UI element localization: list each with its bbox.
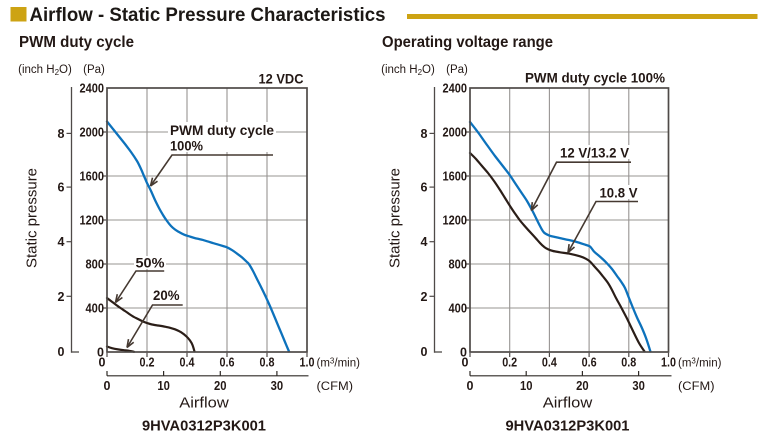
svg-text:(CFM): (CFM) xyxy=(678,381,715,393)
svg-text:0.6: 0.6 xyxy=(582,356,597,370)
svg-text:0.2: 0.2 xyxy=(140,356,155,370)
svg-text:0: 0 xyxy=(97,346,104,360)
svg-text:10.8 V: 10.8 V xyxy=(600,185,639,201)
svg-text:2400: 2400 xyxy=(443,82,468,96)
svg-text:0: 0 xyxy=(99,356,106,370)
svg-text:Static pressure: Static pressure xyxy=(387,168,404,268)
svg-text:0.8: 0.8 xyxy=(260,356,275,370)
svg-text:12 VDC: 12 VDC xyxy=(259,70,304,86)
svg-text:Operating voltage range: Operating voltage range xyxy=(382,34,553,51)
svg-text:Static pressure: Static pressure xyxy=(24,168,41,268)
svg-text:6: 6 xyxy=(58,181,65,195)
svg-text:800: 800 xyxy=(86,258,105,272)
svg-text:4: 4 xyxy=(58,235,65,249)
svg-text:0.2: 0.2 xyxy=(502,356,517,370)
svg-text:50%: 50% xyxy=(136,255,166,271)
svg-text:4: 4 xyxy=(421,235,428,249)
svg-text:1200: 1200 xyxy=(80,214,105,228)
svg-text:10: 10 xyxy=(157,379,170,393)
svg-text:30: 30 xyxy=(632,379,645,393)
svg-text:Airflow: Airflow xyxy=(179,395,229,412)
svg-text:0.8: 0.8 xyxy=(621,356,636,370)
svg-text:(m3/min): (m3/min) xyxy=(317,357,361,370)
svg-text:2000: 2000 xyxy=(443,126,468,140)
svg-text:12 V/13.2 V: 12 V/13.2 V xyxy=(560,145,630,161)
svg-text:10: 10 xyxy=(520,379,533,393)
svg-text:9HVA0312P3K001: 9HVA0312P3K001 xyxy=(506,418,630,435)
svg-text:0: 0 xyxy=(58,345,65,359)
svg-text:PWM duty cycle 100%: PWM duty cycle 100% xyxy=(525,70,666,86)
svg-text:6: 6 xyxy=(421,181,428,195)
svg-text:2: 2 xyxy=(58,290,65,304)
svg-text:2000: 2000 xyxy=(80,126,105,140)
svg-text:0: 0 xyxy=(460,346,467,360)
svg-text:(inch H2O): (inch H2O) xyxy=(18,64,72,77)
svg-text:PWM duty cycle: PWM duty cycle xyxy=(170,122,274,138)
svg-text:(Pa): (Pa) xyxy=(83,64,105,76)
svg-text:8: 8 xyxy=(421,127,428,141)
svg-text:1600: 1600 xyxy=(443,170,468,184)
svg-text:9HVA0312P3K001: 9HVA0312P3K001 xyxy=(142,418,266,435)
svg-text:(Pa): (Pa) xyxy=(446,64,468,76)
svg-text:400: 400 xyxy=(86,302,105,316)
svg-text:800: 800 xyxy=(449,258,468,272)
svg-text:0.4: 0.4 xyxy=(180,356,195,370)
svg-text:0: 0 xyxy=(462,356,469,370)
svg-text:0.6: 0.6 xyxy=(220,356,235,370)
svg-text:1600: 1600 xyxy=(80,170,105,184)
svg-text:20%: 20% xyxy=(153,287,180,303)
svg-text:Airflow: Airflow xyxy=(543,395,593,412)
svg-text:30: 30 xyxy=(271,379,284,393)
svg-text:0: 0 xyxy=(104,379,111,393)
svg-text:100%: 100% xyxy=(170,138,204,154)
svg-text:PWM duty cycle: PWM duty cycle xyxy=(19,34,134,51)
svg-text:Airflow - Static Pressure Char: Airflow - Static Pressure Characteristic… xyxy=(30,4,386,26)
svg-text:2400: 2400 xyxy=(80,82,105,96)
svg-text:1.0: 1.0 xyxy=(661,356,676,370)
svg-text:0.4: 0.4 xyxy=(542,356,557,370)
svg-text:(CFM): (CFM) xyxy=(317,381,354,393)
svg-text:400: 400 xyxy=(449,302,468,316)
svg-text:8: 8 xyxy=(58,127,65,141)
svg-text:20: 20 xyxy=(214,379,227,393)
svg-text:0: 0 xyxy=(467,379,474,393)
svg-text:0: 0 xyxy=(421,345,428,359)
svg-text:2: 2 xyxy=(421,290,428,304)
svg-text:1200: 1200 xyxy=(443,214,468,228)
svg-text:20: 20 xyxy=(576,379,589,393)
svg-text:1.0: 1.0 xyxy=(300,356,315,370)
svg-text:(inch H2O): (inch H2O) xyxy=(381,64,435,77)
svg-text:(m3/min): (m3/min) xyxy=(678,357,722,370)
